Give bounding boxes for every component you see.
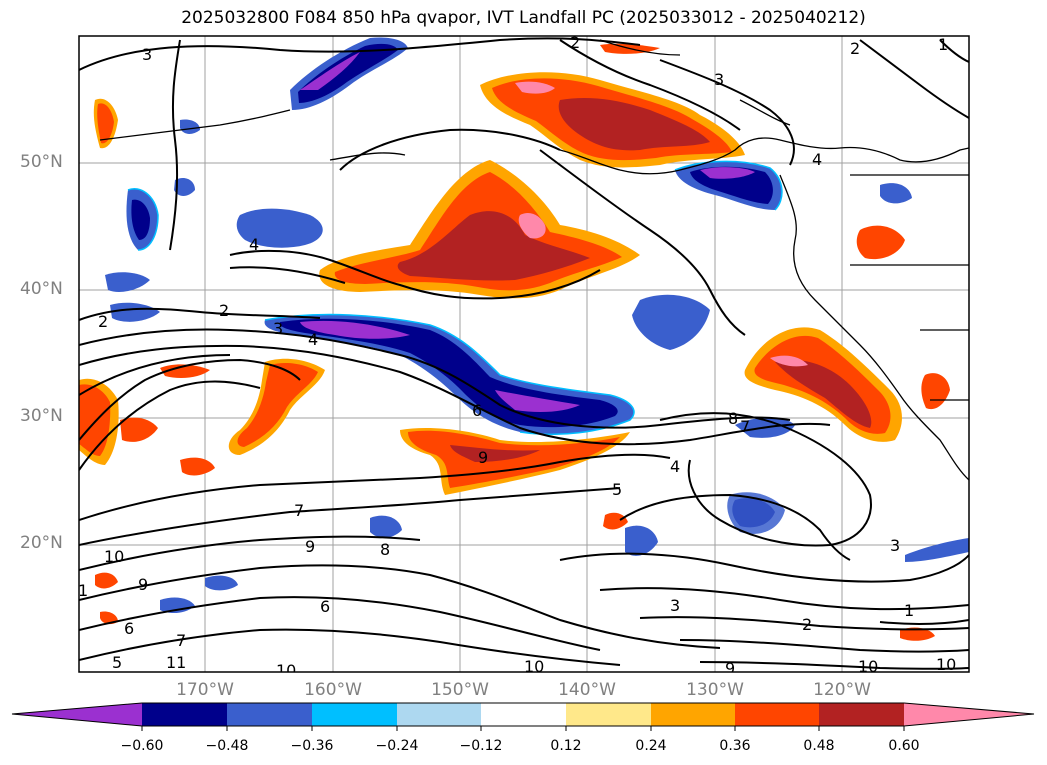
contour-label: 9 xyxy=(138,575,148,594)
contour-label: 2 xyxy=(219,301,229,320)
contour-labels: 3 2 1 2 3 4 2 2 3 4 6 9 8 7 4 5 3 2 1 10… xyxy=(78,33,956,680)
colorbar-tick-label: −0.36 xyxy=(290,738,334,754)
contour-lines xyxy=(79,37,969,670)
contour-label: 3 xyxy=(670,596,680,615)
positive-anomaly-shading xyxy=(79,43,950,641)
map-content: 3 2 1 2 3 4 2 2 3 4 6 9 8 7 4 5 3 2 1 10… xyxy=(78,33,969,680)
contour-label: 10 xyxy=(524,657,544,676)
map-title: 2025032800 F084 850 hPa qvapor, IVT Land… xyxy=(181,8,866,28)
contour-label: 9 xyxy=(725,659,735,678)
contour-label: 2 xyxy=(850,39,860,58)
lon-label-140w: 140°W xyxy=(558,680,616,700)
contour-label: 8 xyxy=(380,540,390,559)
contour-label: 2 xyxy=(98,312,108,331)
lat-label-40n: 40°N xyxy=(20,279,63,299)
lon-label-150w: 150°W xyxy=(431,680,489,700)
lon-label-120w: 120°W xyxy=(813,680,871,700)
contour-label: 6 xyxy=(124,619,134,638)
lat-label-50n: 50°N xyxy=(20,152,63,172)
contour-label: 1 xyxy=(78,581,88,600)
colorbar xyxy=(11,702,1035,731)
contour-label: 1 xyxy=(938,35,948,54)
contour-label: 4 xyxy=(812,150,822,169)
contour-label: 1 xyxy=(904,601,914,620)
colorbar-tick-label: 0.36 xyxy=(719,738,751,754)
contour-label: 10 xyxy=(276,661,296,680)
contour-label: 2 xyxy=(802,615,812,634)
colorbar-tick-label: −0.24 xyxy=(375,738,419,754)
contour-label: 3 xyxy=(890,536,900,555)
contour-label: 11 xyxy=(166,653,186,672)
colorbar-tick-label: −0.60 xyxy=(120,738,164,754)
lon-label-170w: 170°W xyxy=(176,680,234,700)
contour-label: 3 xyxy=(714,70,724,89)
lat-label-20n: 20°N xyxy=(20,533,63,553)
colorbar-extend-high xyxy=(904,703,1034,726)
colorbar-tick-label: 0.24 xyxy=(635,738,667,754)
colorbar-tick-label: 0.12 xyxy=(550,738,582,754)
contour-label: 5 xyxy=(612,480,622,499)
contour-label: 9 xyxy=(478,448,488,467)
lat-label-30n: 30°N xyxy=(20,406,63,426)
colorbar-tick-label: −0.12 xyxy=(459,738,503,754)
contour-label: 4 xyxy=(249,235,259,254)
contour-label: 10 xyxy=(104,547,124,566)
contour-label: 7 xyxy=(294,501,304,520)
contour-label: 7 xyxy=(176,631,186,650)
colorbar-tick-label: 0.48 xyxy=(803,738,835,754)
contour-label: 3 xyxy=(142,45,152,64)
contour-label: 2 xyxy=(570,33,580,52)
contour-label: 8 xyxy=(728,409,738,428)
lon-label-130w: 130°W xyxy=(686,680,744,700)
contour-label: 4 xyxy=(308,330,318,349)
contour-label: 6 xyxy=(472,401,482,420)
contour-label: 9 xyxy=(305,537,315,556)
contour-label: 6 xyxy=(320,597,330,616)
colorbar-tick-label: −0.48 xyxy=(205,738,249,754)
contour-label: 4 xyxy=(670,457,680,476)
contour-label: 7 xyxy=(740,417,750,436)
contour-label: 10 xyxy=(936,655,956,674)
contour-label: 3 xyxy=(273,319,283,338)
coastlines xyxy=(99,39,969,481)
lon-label-160w: 160°W xyxy=(304,680,362,700)
colorbar-tick-label: 0.60 xyxy=(888,738,920,754)
light-blue-rims xyxy=(127,160,783,436)
contour-label: 5 xyxy=(112,653,122,672)
map-border xyxy=(78,35,970,673)
contour-label: 10 xyxy=(858,657,878,676)
colorbar-extend-low xyxy=(12,703,142,726)
